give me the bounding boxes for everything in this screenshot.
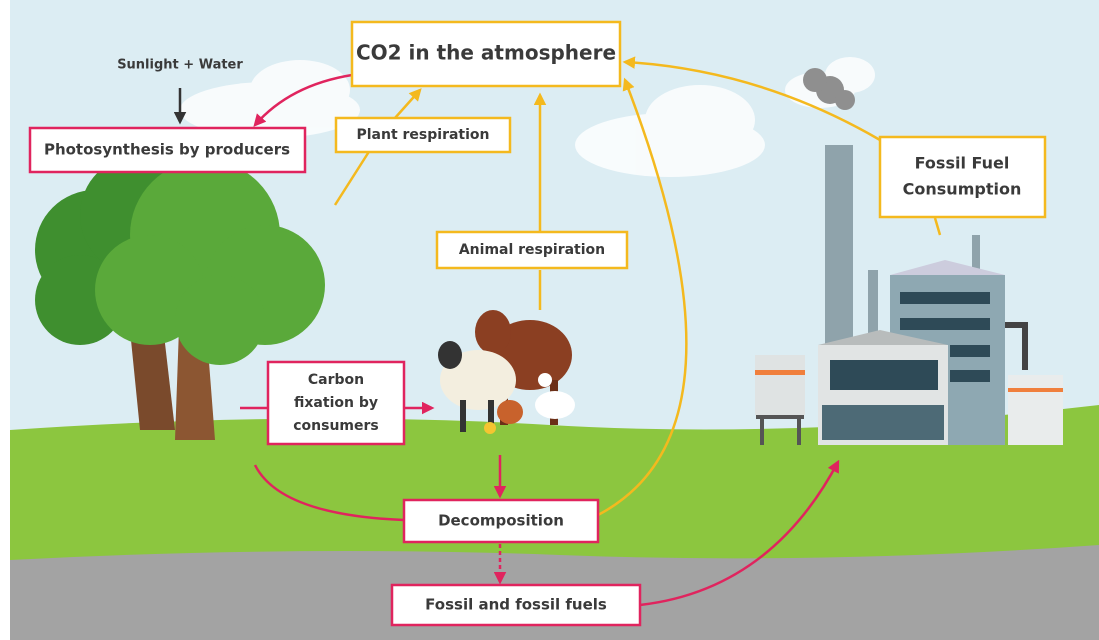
decomposition-box	[402, 498, 600, 544]
carbon-fixation-line: Carbon	[308, 372, 364, 388]
factory	[755, 145, 1063, 445]
smoke	[803, 68, 855, 110]
decomposition-label: Decomposition	[438, 512, 564, 530]
fossil-consumption-line: Consumption	[903, 180, 1022, 199]
fossil-fuels-label: Fossil and fossil fuels	[425, 596, 607, 614]
fossil-consumption-line: Fossil Fuel	[915, 154, 1010, 173]
plant-respiration-box	[334, 116, 512, 154]
photosynthesis-box	[28, 126, 307, 174]
arrows	[173, 56, 942, 607]
co2-label: CO2 in the atmosphere	[356, 41, 616, 65]
sunlight-label: Sunlight + Water	[117, 58, 243, 73]
animal-respiration-box	[435, 230, 629, 270]
animals	[438, 310, 575, 434]
trees	[35, 155, 325, 440]
plant-respiration-label: Plant respiration	[356, 127, 489, 143]
carbon-fixation-line: fixation by	[294, 395, 378, 411]
animal-respiration-label: Animal respiration	[459, 242, 605, 258]
fossil-fuels-box	[390, 583, 642, 627]
fossil-consumption-box	[878, 135, 1047, 219]
carbon-fixation-box	[266, 360, 406, 446]
carbon-fixation-line: consumers	[293, 418, 379, 434]
co2-box	[350, 20, 622, 88]
photosynthesis-label: Photosynthesis by producers	[44, 141, 290, 159]
